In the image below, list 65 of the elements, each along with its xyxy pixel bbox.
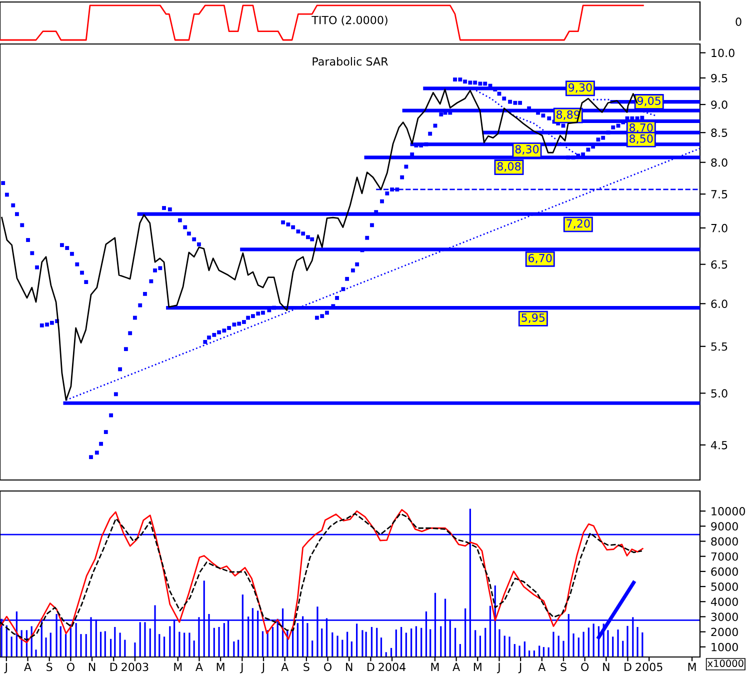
x-tick-label: O (324, 662, 332, 672)
x-tick-label: M (216, 662, 224, 671)
x-tick-label: O (581, 662, 589, 672)
annotation: 7,20 (566, 219, 590, 229)
y-tick-label: 5.5 (711, 342, 728, 351)
text: Parabolic SAR (312, 57, 388, 66)
text: TITO (2.0000) (312, 16, 388, 26)
x-tick-label: N (346, 662, 352, 671)
text: x10000 (708, 660, 744, 668)
y-tick-label: 4000 (710, 598, 738, 606)
y-tick-label: 9000 (711, 522, 738, 531)
annotation: 8,08 (497, 162, 521, 172)
x-tick-label: 2003 (122, 662, 148, 672)
x-tick-label: S (46, 662, 52, 672)
y-tick-label: 9.5 (711, 74, 728, 82)
x-tick-label: N (88, 662, 96, 671)
y-tick-label: 10.0 (712, 48, 734, 58)
x-tick-label: A (538, 662, 546, 671)
x-tick-label: M (688, 662, 696, 671)
y-tick-label: 10000 (712, 507, 746, 516)
annotation: 5,95 (522, 313, 545, 323)
x-tick-label: M (174, 662, 182, 671)
x-tick-label: D (368, 662, 374, 671)
y-tick-label: 6000 (711, 567, 738, 576)
x-tick-label: J (497, 662, 500, 674)
annotation: 8,70 (630, 123, 653, 133)
x-tick-label: J (4, 662, 7, 674)
x-tick-label: D (624, 662, 632, 671)
y-tick-label: 5.0 (711, 389, 728, 398)
y-tick-label: 1000 (712, 642, 738, 652)
x-tick-label: J (518, 662, 522, 674)
y-tick-label: 4.5 (710, 441, 728, 450)
x-tick-label: A (452, 662, 460, 671)
y-tick-label: 3000 (711, 612, 738, 622)
x-tick-label: S (560, 662, 566, 672)
x-tick-label: S (304, 662, 310, 672)
x-tick-label: A (281, 662, 289, 671)
x-tick-label: M (474, 662, 482, 671)
y-tick-label: 9.0 (711, 100, 728, 109)
x-tick-label: J (261, 662, 264, 674)
x-tick-label: N (603, 662, 610, 671)
annotation: 9,05 (637, 96, 660, 106)
text: 0 (736, 18, 742, 26)
y-tick-label: 8.0 (711, 158, 728, 167)
annotation: 8,30 (515, 145, 539, 155)
annotation: 6,70 (528, 254, 552, 264)
x-tick-label: O (66, 662, 74, 672)
annotation: 8,50 (630, 134, 653, 144)
x-tick-label: J (240, 662, 243, 674)
x-tick-label: A (196, 662, 203, 671)
y-tick-label: 6.5 (711, 260, 728, 269)
y-tick-label: 7000 (711, 552, 738, 561)
y-tick-label: 8.5 (711, 128, 728, 137)
x-tick-label: M (431, 662, 439, 671)
y-tick-label: 2000 (711, 628, 738, 636)
y-tick-label: 5000 (711, 582, 738, 591)
x-tick-label: A (24, 662, 32, 671)
y-tick-label: 7.5 (711, 190, 728, 198)
y-tick-label: 7.0 (711, 224, 728, 232)
y-tick-label: 6.0 (711, 300, 728, 308)
x-tick-label: D (110, 662, 118, 671)
x-tick-label: 2004 (378, 662, 406, 672)
x-tick-label: 2005 (636, 662, 662, 672)
annotation: 9,30 (568, 83, 592, 93)
y-tick-label: 8000 (711, 537, 738, 546)
